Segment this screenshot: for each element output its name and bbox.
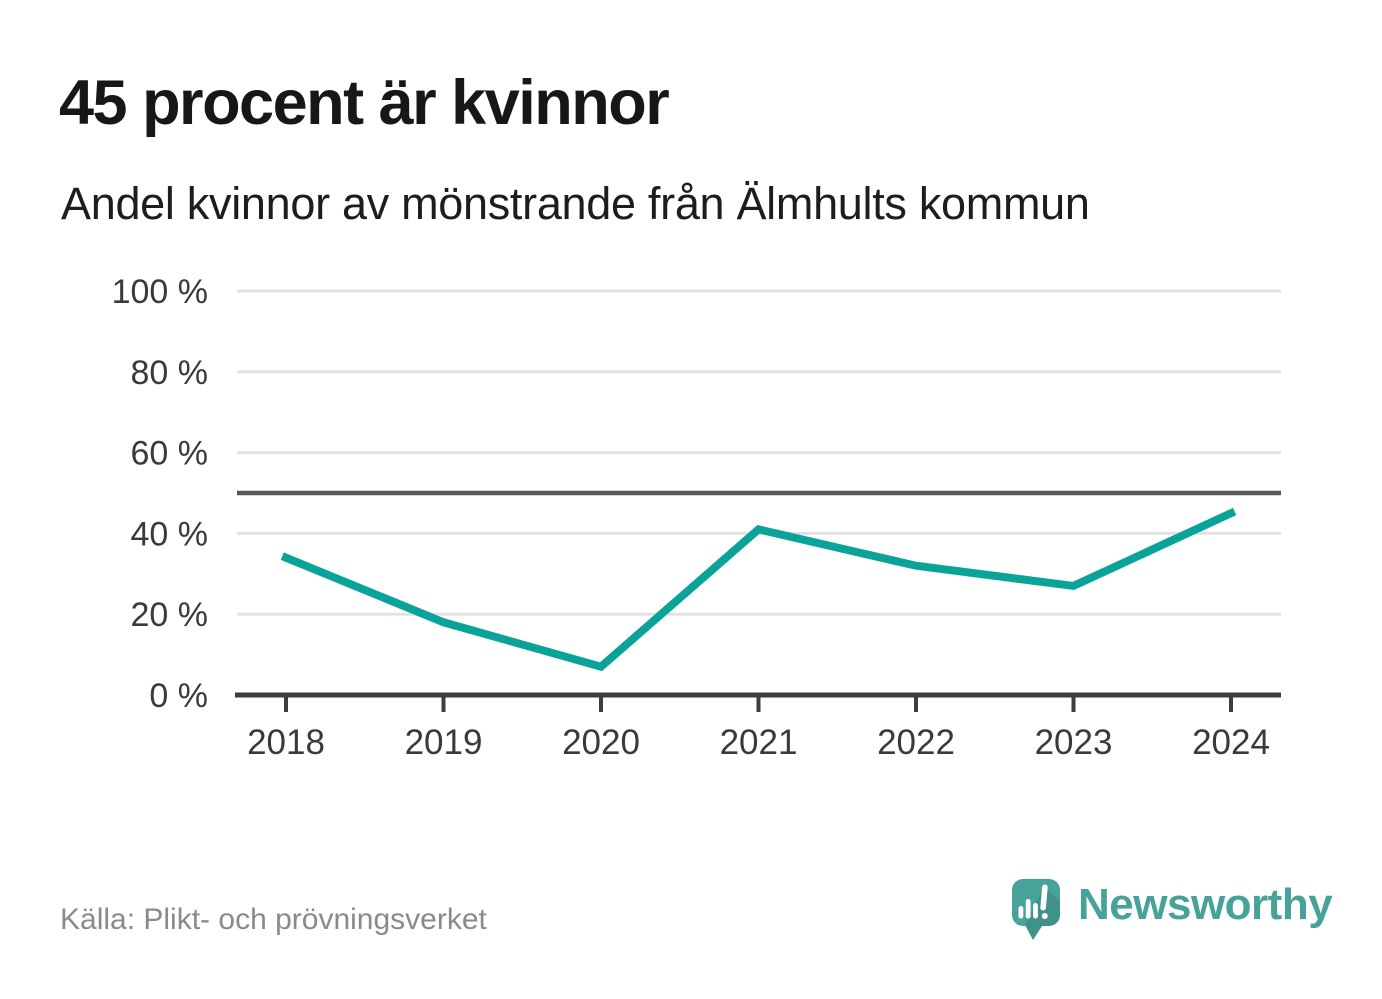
x-axis-label-2020: 2020 [562,723,640,762]
newsworthy-logo-icon [1012,879,1060,940]
x-axis-label-2024: 2024 [1192,723,1270,762]
logo-exclamation-bar [1040,884,1048,911]
x-axis-label-2023: 2023 [1035,723,1113,762]
logo-bar-chart-marks [1018,884,1048,919]
y-axis-label-20: 20 % [131,596,209,634]
logo-speech-bubble [1012,879,1060,926]
data-line-andel-kvinnor [280,507,1237,672]
x-axis-label-2019: 2019 [405,723,483,762]
chart-subtitle: Andel kvinnor av mönstrande från Älmhult… [61,178,1090,229]
source-note: Källa: Plikt- och prövningsverket [60,903,487,936]
logo-exclamation-dot [1041,913,1048,919]
y-axis-label-40: 40 % [131,515,209,553]
y-axis-label-0: 0 % [149,677,208,715]
x-axis-label-2021: 2021 [720,723,798,762]
chart-title: 45 procent är kvinnor [59,68,670,138]
y-axis-label-100: 100 % [112,273,208,311]
logo-bubble-tail [1024,923,1044,940]
x-axis-label-2018: 2018 [247,723,325,762]
x-axis-label-2022: 2022 [877,723,955,762]
y-axis-label-80: 80 % [131,354,209,392]
newsworthy-wordmark: Newsworthy [1078,880,1333,929]
y-axis-label-60: 60 % [131,435,209,473]
